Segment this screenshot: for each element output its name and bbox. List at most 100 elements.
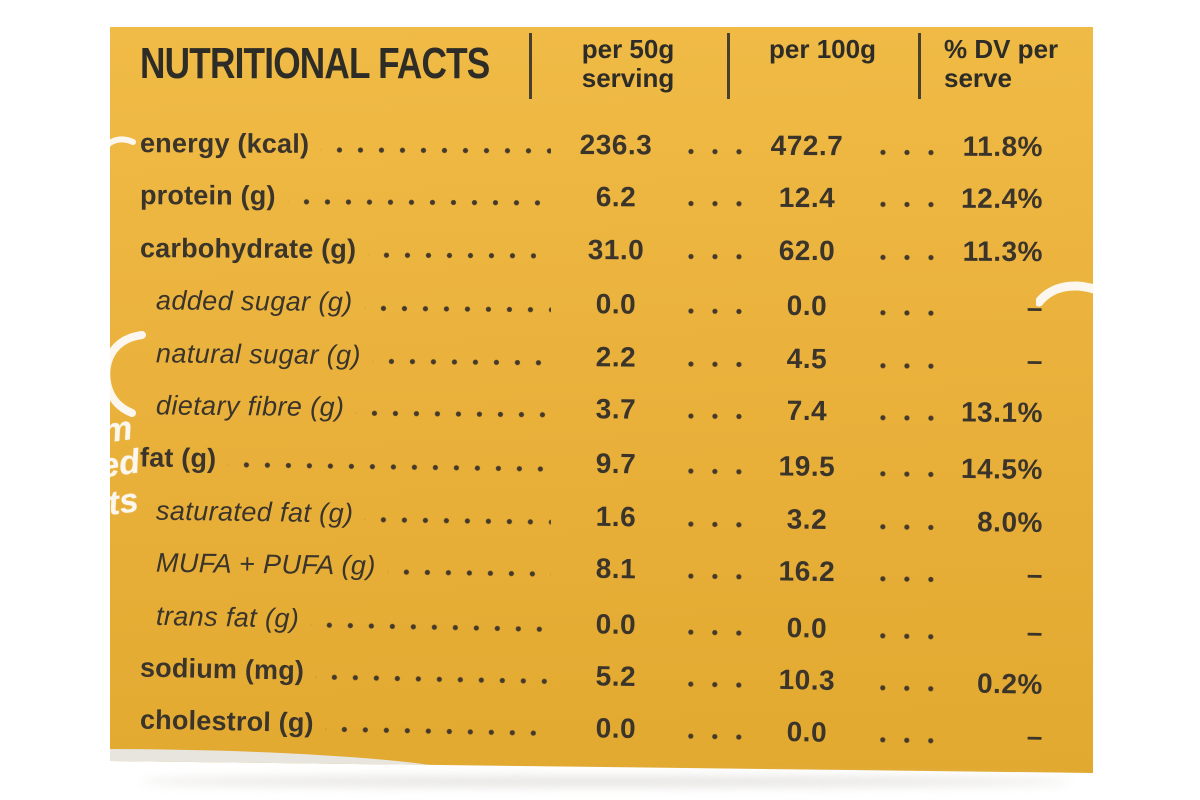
dotted-separator <box>867 281 939 334</box>
dotted-separator <box>867 173 939 226</box>
column-header-line: per 100g <box>769 34 876 64</box>
table-row: energy (kcal) 236.3 472.7 11.8% <box>110 117 1093 174</box>
value-dv-percent: 8.0% <box>976 506 1044 538</box>
value-dv-percent: 11.8% <box>962 130 1044 163</box>
nutrition-label: NUTRITIONAL FACTS per 50g serving per 10… <box>110 27 1093 773</box>
dotted-separator <box>867 494 940 547</box>
value-per-100g: 472.7 <box>770 130 844 162</box>
value-per-50g: 31.0 <box>587 234 645 266</box>
column-header-per-100g: per 100g <box>727 35 918 64</box>
package-shadow <box>140 776 1070 787</box>
table-row: added sugar (g) 0.0 0.0 – <box>110 274 1093 335</box>
value-per-100g: 62.0 <box>778 234 836 267</box>
dotted-separator <box>675 172 747 225</box>
dotted-separator <box>674 599 747 653</box>
dotted-separator <box>866 603 939 657</box>
value-dv-percent: 12.4% <box>961 183 1044 215</box>
dotted-separator <box>867 547 940 600</box>
table-row: carbohydrate (g) 31.0 62.0 11.3% <box>110 222 1093 279</box>
package-text-fragment: ts <box>110 481 141 523</box>
value-per-50g: 8.1 <box>595 553 637 585</box>
value-per-100g: 0.0 <box>786 611 828 644</box>
header-divider <box>529 33 532 99</box>
value-per-100g: 7.4 <box>786 395 828 427</box>
dotted-separator <box>675 279 747 332</box>
dotted-separator <box>867 442 940 495</box>
dotted-separator <box>867 333 939 386</box>
value-per-50g: 236.3 <box>579 129 653 161</box>
value-per-100g: 0.0 <box>786 716 828 749</box>
dotted-leader <box>228 433 551 490</box>
dotted-separator <box>867 225 939 278</box>
value-per-50g: 5.2 <box>595 660 637 693</box>
dotted-leader <box>373 329 552 383</box>
column-header-line: % DV per <box>944 34 1059 64</box>
row-label: trans fat (g) <box>155 600 300 633</box>
value-per-50g: 0.0 <box>595 608 637 640</box>
row-label: sodium (mg) <box>139 652 305 686</box>
dotted-separator <box>866 655 939 709</box>
row-label: protein (g) <box>139 180 276 211</box>
value-per-100g: 0.0 <box>786 290 828 322</box>
dotted-separator <box>674 652 747 706</box>
value-per-100g: 19.5 <box>778 450 836 483</box>
value-dv-percent: – <box>1026 616 1044 648</box>
row-label: natural sugar (g) <box>155 337 362 370</box>
row-label: cholestrol (g) <box>139 704 315 738</box>
table-title: NUTRITIONAL FACTS <box>140 39 490 88</box>
dotted-separator <box>675 544 748 597</box>
column-header-line: serving <box>581 63 675 94</box>
value-per-100g: 4.5 <box>786 342 828 375</box>
value-per-50g: 0.0 <box>595 712 637 745</box>
value-per-100g: 12.4 <box>778 182 836 214</box>
table-row: protein (g) 6.2 12.4 12.4% <box>110 169 1093 226</box>
column-header-line: serve <box>944 63 1012 94</box>
value-dv-percent: 11.3% <box>962 235 1044 268</box>
value-dv-percent: 0.2% <box>976 667 1044 701</box>
dotted-leader <box>365 487 551 542</box>
header-divider <box>918 33 921 99</box>
package-edge-curve <box>110 749 498 773</box>
row-label: carbohydrate (g) <box>139 232 357 264</box>
row-label: fat (g) <box>139 442 217 474</box>
dotted-leader <box>364 276 551 330</box>
value-per-100g: 16.2 <box>778 555 836 588</box>
dotted-leader <box>387 540 551 595</box>
column-header-per-50g: per 50g serving <box>529 35 727 93</box>
table-rows: energy (kcal) 236.3 472.7 11.8% protein (g) 6… <box>110 117 1093 746</box>
column-header-dv-percent: % DV per serve <box>918 35 1093 93</box>
dotted-separator <box>674 704 747 758</box>
row-label: MUFA + PUFA (g) <box>155 547 376 581</box>
dotted-leader <box>288 170 552 224</box>
dotted-separator <box>675 492 748 545</box>
dotted-separator <box>675 224 747 277</box>
value-dv-percent: – <box>1026 344 1044 376</box>
table-header: NUTRITIONAL FACTS per 50g serving per 10… <box>110 27 1093 107</box>
dotted-separator <box>867 386 939 439</box>
dotted-leader <box>356 381 551 435</box>
value-per-50g: 9.7 <box>595 448 637 480</box>
value-per-50g: 2.2 <box>595 340 637 373</box>
row-label: added sugar (g) <box>155 285 353 317</box>
dotted-separator <box>675 384 747 437</box>
value-per-50g: 1.6 <box>595 500 637 533</box>
value-dv-percent: – <box>1026 721 1044 753</box>
value-per-100g: 3.2 <box>786 503 828 535</box>
table-row: dietary fibre (g) 3.7 7.4 13.1% <box>110 379 1093 440</box>
dotted-separator <box>867 120 939 173</box>
value-dv-percent: 14.5% <box>960 453 1044 486</box>
dotted-leader <box>321 118 551 171</box>
value-dv-percent: 13.1% <box>960 396 1044 429</box>
table-row: natural sugar (g) 2.2 4.5 – <box>110 327 1093 388</box>
dotted-leader <box>311 592 552 649</box>
dotted-separator <box>866 708 939 762</box>
dotted-leader <box>316 645 552 702</box>
package-text-fragment: ed <box>110 442 143 486</box>
dotted-leader <box>325 697 551 754</box>
value-dv-percent: – <box>1026 292 1044 324</box>
row-label: saturated fat (g) <box>155 495 354 528</box>
dotted-leader <box>368 223 551 276</box>
table-title-wrap: NUTRITIONAL FACTS <box>140 39 577 89</box>
value-per-50g: 6.2 <box>595 181 637 213</box>
